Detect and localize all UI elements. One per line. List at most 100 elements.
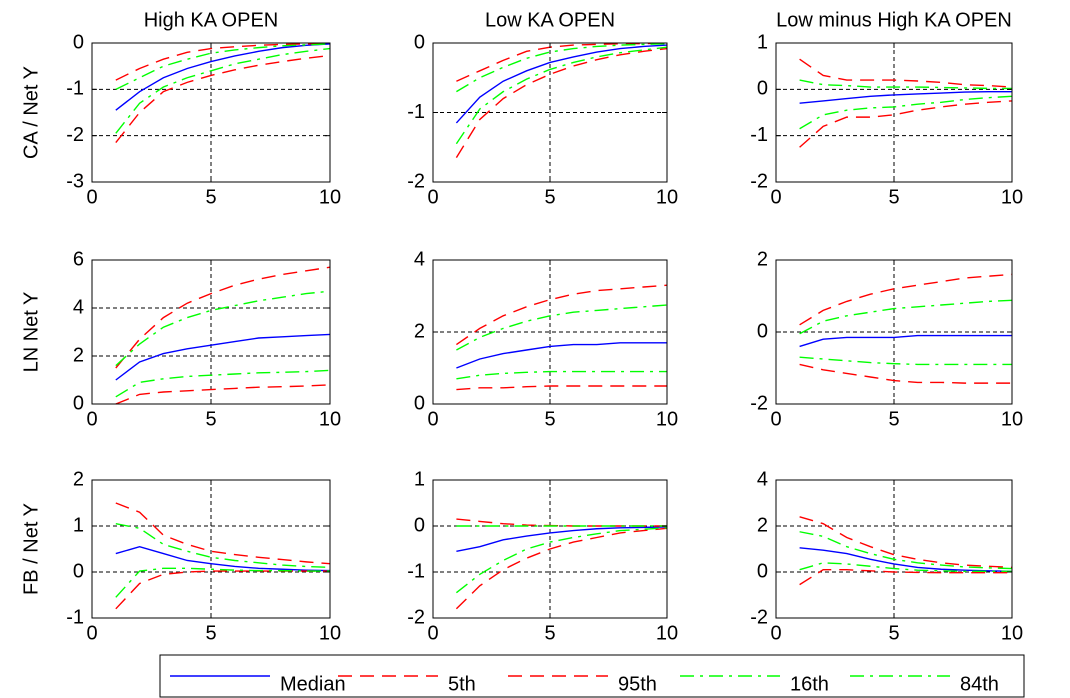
plot-area: 0 5 10 -3 -2 -1 0 High KA OPEN CA / Net Y — [20, 9, 341, 208]
series-line — [799, 273, 1013, 326]
legend-label: 84th — [960, 673, 999, 695]
subplot-title: Low KA OPEN — [485, 9, 615, 31]
series-line — [115, 43, 331, 111]
series-line — [115, 384, 331, 405]
y-tick-label: 0 — [757, 78, 768, 100]
series-line — [455, 44, 668, 124]
x-tick-label: 10 — [1001, 186, 1023, 208]
y-tick-label: 2 — [73, 344, 84, 366]
legend-label: Median — [280, 673, 346, 695]
y-tick-label: 6 — [73, 248, 84, 270]
x-tick-label: 5 — [544, 186, 555, 208]
series-line — [799, 100, 1013, 148]
series-line — [115, 54, 331, 144]
y-tick-label: 4 — [757, 468, 768, 490]
series-line — [455, 47, 668, 159]
x-tick-label: 5 — [544, 622, 555, 644]
x-tick-label: 10 — [1001, 408, 1023, 430]
y-axis-label: LN Net Y — [20, 292, 42, 373]
series-line — [799, 531, 1013, 570]
x-tick-label: 0 — [770, 622, 781, 644]
plot-area: 0 5 10 -2 -1 0 1 — [407, 468, 678, 644]
y-tick-label: 2 — [757, 514, 768, 536]
y-tick-label: 0 — [73, 560, 84, 582]
y-tick-label: -1 — [750, 124, 768, 146]
x-tick-label: 0 — [427, 622, 438, 644]
x-tick-label: 5 — [205, 622, 216, 644]
y-tick-label: 0 — [757, 560, 768, 582]
y-tick-label: -2 — [407, 170, 425, 192]
y-tick-label: -1 — [66, 606, 84, 628]
series-line — [115, 502, 331, 565]
series-line — [115, 333, 331, 381]
series-line — [799, 547, 1013, 573]
x-tick-label: 0 — [86, 408, 97, 430]
y-tick-label: -2 — [750, 392, 768, 414]
y-tick-label: -2 — [407, 606, 425, 628]
series-line — [799, 562, 1012, 573]
plot-area: 0 5 10 -2 -1 0 Low KA OPEN — [407, 9, 678, 208]
series-line — [456, 284, 668, 346]
series-line — [115, 266, 331, 369]
series-line — [456, 518, 667, 527]
plot-area: 0 5 10 0 2 4 — [414, 248, 678, 430]
x-tick-label: 10 — [1001, 622, 1023, 644]
y-tick-label: 0 — [414, 392, 425, 414]
y-tick-label: -1 — [66, 78, 84, 100]
y-tick-label: -2 — [750, 606, 768, 628]
y-tick-label: 0 — [414, 514, 425, 536]
y-tick-label: 0 — [73, 392, 84, 414]
x-tick-label: 10 — [319, 408, 341, 430]
legend-label: 5th — [448, 673, 476, 695]
series-line — [456, 42, 668, 93]
series-line — [115, 47, 331, 134]
plot-area: 0 5 10 0 2 4 6 LN Net Y — [20, 248, 341, 430]
x-tick-label: 5 — [205, 408, 216, 430]
series-line — [799, 95, 1013, 130]
x-tick-label: 10 — [319, 622, 341, 644]
x-tick-label: 10 — [319, 186, 341, 208]
subplot-title: Low minus High KA OPEN — [776, 9, 1012, 31]
x-tick-label: 10 — [656, 186, 678, 208]
y-tick-label: 1 — [73, 514, 84, 536]
x-tick-label: 0 — [770, 186, 781, 208]
series-line — [115, 545, 331, 572]
series-line — [799, 363, 1012, 384]
x-tick-label: 0 — [427, 408, 438, 430]
y-tick-label: 2 — [73, 468, 84, 490]
series-line — [456, 342, 667, 369]
series-line — [115, 43, 331, 90]
series-line — [455, 527, 668, 594]
series-line — [115, 570, 330, 610]
x-tick-label: 5 — [888, 186, 899, 208]
series-line — [799, 90, 1012, 104]
x-tick-label: 5 — [888, 622, 899, 644]
plot-area: 0 5 10 -2 -1 0 1 Low minus High KA OPEN — [750, 9, 1023, 208]
y-tick-label: -1 — [407, 101, 425, 123]
y-tick-label: 0 — [757, 320, 768, 342]
y-tick-label: 2 — [757, 248, 768, 270]
series-line — [799, 334, 1012, 348]
y-tick-label: 1 — [414, 468, 425, 490]
y-tick-label: 2 — [414, 320, 425, 342]
series-line — [115, 290, 331, 367]
series-line — [799, 356, 1012, 366]
y-tick-label: 4 — [414, 248, 425, 270]
plot-area: 0 5 10-202 — [750, 248, 1023, 430]
legend-label: 16th — [790, 673, 829, 695]
y-tick-label: 1 — [757, 31, 768, 53]
y-tick-label: 4 — [73, 296, 84, 318]
series-line — [799, 569, 1012, 586]
y-tick-label: -2 — [66, 124, 84, 146]
subplot-title: High KA OPEN — [144, 9, 279, 31]
series-line — [799, 299, 1013, 335]
y-axis-label: FB / Net Y — [20, 503, 42, 595]
series-line — [115, 567, 330, 598]
series-line — [456, 370, 667, 380]
x-tick-label: 10 — [656, 408, 678, 430]
series-line — [456, 42, 668, 82]
x-tick-label: 5 — [544, 408, 555, 430]
series-line — [799, 58, 1013, 88]
